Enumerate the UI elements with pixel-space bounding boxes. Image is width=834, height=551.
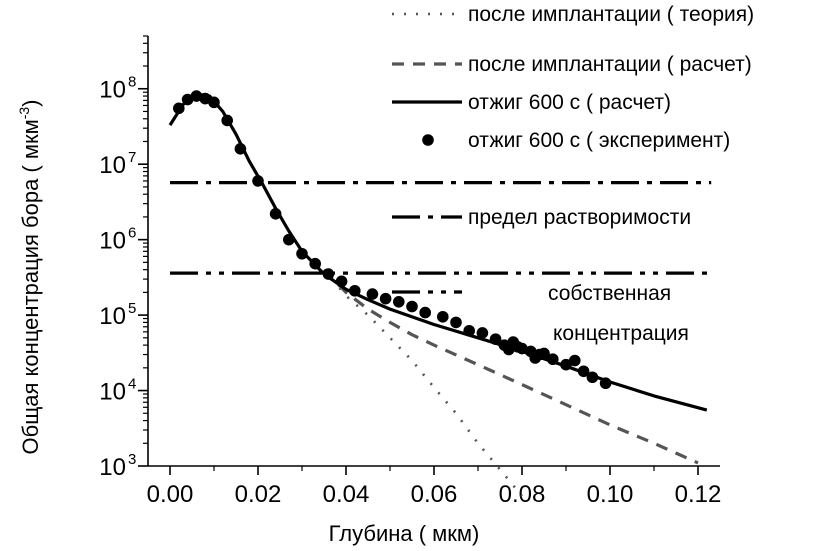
legend-label: отжиг 600 с ( расчет) [468, 91, 671, 114]
legend-label: собственная [548, 282, 671, 305]
y-tick-base: 10 [99, 454, 126, 481]
x-tick-label: 0.02 [235, 481, 282, 508]
data-point [450, 316, 462, 329]
x-tick-label: 0.12 [675, 481, 722, 508]
x-tick-label: 0.10 [587, 481, 634, 508]
legend-label: предел растворимости [468, 206, 691, 229]
legend-label: концентрация [553, 322, 689, 345]
y-axis-title-main: Общая концентрация бора ( мкм [18, 119, 43, 454]
data-point [393, 296, 405, 308]
data-point [234, 142, 247, 155]
x-ticks: 0.00 0.02 0.04 0.06 0.08 0.10 0.12 [147, 466, 722, 508]
y-tick-label: 10 [99, 77, 126, 104]
y-tick-exponent: 7 [128, 149, 136, 166]
data-point [283, 233, 295, 246]
y-tick-label: 10 [99, 303, 126, 330]
legend-entry-5: предел растворимости [392, 206, 691, 229]
x-axis-title: Глубина ( мкм) [329, 521, 480, 546]
y-tick-exponent: 8 [128, 74, 136, 91]
data-point [252, 175, 264, 187]
data-point [463, 324, 476, 337]
legend-entry-3: отжиг 600 с ( расчет) [392, 91, 671, 114]
series-4-points [173, 90, 612, 390]
data-point [516, 342, 528, 355]
series-1-line [323, 268, 524, 497]
data-point [366, 288, 379, 300]
data-point [560, 358, 572, 371]
y-axis-title: Общая концентрация бора ( мкм-3) [16, 99, 43, 454]
legend-label: после имплантации ( теория) [468, 3, 754, 26]
data-point [437, 310, 449, 323]
data-point [208, 96, 220, 109]
legend-label: после имплантации ( расчет) [468, 53, 752, 76]
legend-entry-1: после имплантации ( теория) [392, 3, 754, 26]
data-point [586, 371, 599, 384]
legend: после имплантации ( теория) после имплант… [392, 3, 754, 345]
data-point [335, 275, 348, 288]
data-point [547, 353, 559, 366]
data-point [322, 268, 335, 280]
y-tick-exponent: 3 [128, 451, 136, 468]
x-tick-label: 0.06 [411, 481, 458, 508]
data-point [406, 300, 418, 313]
x-tick-label: 0.04 [323, 481, 370, 508]
series-2-line [322, 268, 699, 465]
data-point [379, 292, 392, 305]
series-layer [168, 90, 712, 497]
data-point [419, 306, 432, 319]
legend-entry-2: после имплантации ( расчет) [392, 53, 752, 76]
y-tick-label: 10 [99, 152, 126, 179]
y-axis-title-exponent: -3 [16, 107, 32, 120]
data-point [309, 257, 322, 270]
data-point [599, 377, 612, 390]
y-tick-label: 10 [99, 228, 126, 255]
data-point [569, 354, 581, 367]
data-point [538, 347, 550, 360]
data-point [173, 102, 185, 115]
x-tick-label: 0.00 [147, 481, 194, 508]
legend-swatch [422, 134, 434, 146]
y-tick-base: 10 [99, 77, 126, 104]
data-point [476, 327, 489, 339]
legend-entry-6: собственная концентрация [392, 282, 689, 345]
data-point [269, 208, 282, 220]
data-point [199, 92, 211, 105]
y-tick-label: 10 [99, 379, 126, 406]
data-point [296, 247, 308, 260]
y-tick-exponent: 5 [128, 300, 136, 317]
y-tick-base: 10 [99, 379, 126, 406]
y-tick-base: 10 [99, 303, 126, 330]
data-point [349, 284, 361, 297]
data-point [190, 90, 203, 102]
legend-entry-4: отжиг 600 с ( эксперимент) [422, 129, 730, 152]
legend-label: отжиг 600 с ( эксперимент) [468, 129, 730, 152]
y-tick-exponent: 6 [128, 225, 136, 242]
data-point [221, 114, 233, 127]
data-point [181, 93, 194, 106]
y-tick-exponent: 4 [128, 376, 136, 393]
y-tick-base: 10 [99, 228, 126, 255]
y-axis-title-close: ) [18, 99, 43, 106]
data-point [489, 333, 502, 345]
y-tick-label: 10 [99, 454, 126, 481]
data-point [577, 365, 590, 378]
y-tick-base: 10 [99, 152, 126, 179]
